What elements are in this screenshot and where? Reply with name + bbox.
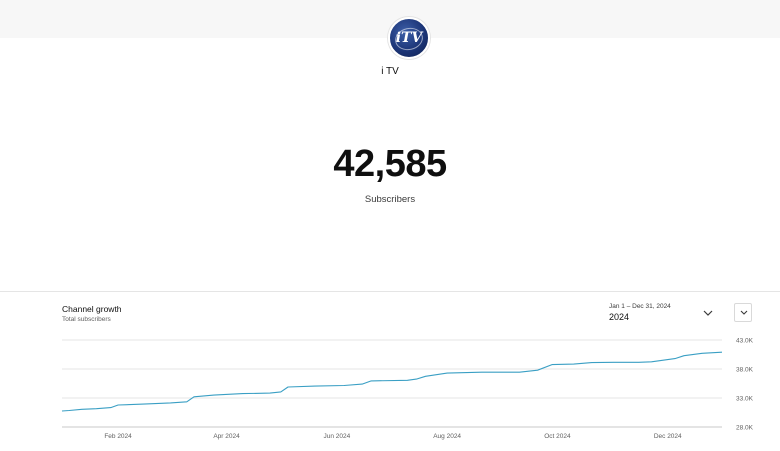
avatar-logo-text: iTV [395, 30, 423, 46]
x-tick-label: Apr 2024 [213, 433, 240, 440]
series-line [61, 351, 723, 412]
y-tick-label: 28.0K [736, 425, 754, 432]
chevron-down-icon[interactable] [700, 306, 716, 318]
section-divider [0, 291, 780, 292]
chevron-down-icon [740, 310, 748, 315]
x-tick-label: Dec 2024 [654, 433, 682, 440]
y-tick-label: 38.0K [736, 367, 754, 374]
y-tick-label: 33.0K [736, 396, 754, 403]
channel-avatar[interactable]: iTV [388, 17, 430, 59]
subscriber-count: 42,585 [333, 143, 447, 185]
date-range-label[interactable]: Jan 1 – Dec 31, 2024 [609, 303, 671, 310]
subscriber-label: Subscribers [364, 194, 416, 205]
chart-subtitle: Total subscribers [62, 316, 111, 323]
channel-name: i TV [381, 66, 399, 77]
x-tick-label: Aug 2024 [433, 433, 461, 440]
x-tick-label: Oct 2024 [544, 433, 571, 440]
date-range-year[interactable]: 2024 [609, 312, 630, 322]
channel-growth-chart: 43.0K 38.0K 33.0K 28.0K Feb 2024 Apr 2024 Jun … [61, 338, 754, 440]
x-tick-label: Jun 2024 [323, 433, 350, 440]
y-tick-label: 43.0K [736, 338, 754, 345]
chart-title: Channel growth [62, 304, 122, 314]
x-tick-label: Feb 2024 [104, 433, 132, 440]
chart-options-button[interactable] [734, 303, 752, 322]
